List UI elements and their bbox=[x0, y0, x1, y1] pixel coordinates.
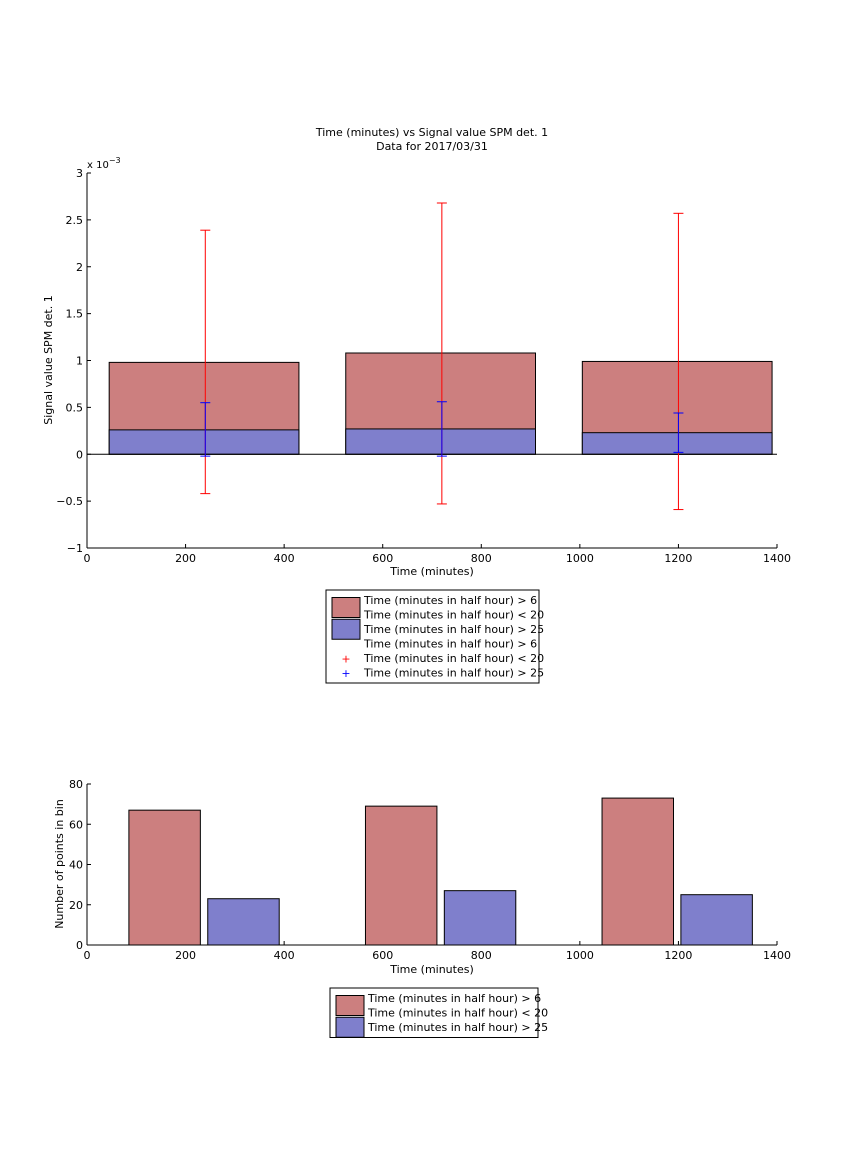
legend-swatch bbox=[331, 618, 361, 640]
signal-plot-area: 0 200 400 600 800 1000 1200 1400 −1 −0.5 0 0.5 1 1.5 2… bbox=[56, 167, 791, 565]
x-tick-label: 800 bbox=[471, 552, 492, 565]
bar bbox=[207, 898, 280, 946]
legend-label: Time (minutes in half hour) < 20 bbox=[363, 652, 544, 665]
x-tick-label: 1400 bbox=[763, 949, 791, 962]
bar bbox=[364, 805, 438, 946]
x-tick-label: 1400 bbox=[763, 552, 791, 565]
x-tick-label: 0 bbox=[84, 552, 91, 565]
legend-label: Time (minutes in half hour) > 6 bbox=[363, 638, 537, 651]
y-tick-label: 20 bbox=[69, 899, 83, 912]
x-tick-label: 1000 bbox=[566, 552, 594, 565]
y-tick-label: 1.5 bbox=[66, 308, 84, 321]
chart-subtitle: Data for 2017/03/31 bbox=[376, 140, 488, 153]
signal-chart: Time (minutes) vs Signal value SPM det. … bbox=[42, 126, 791, 684]
y-tick-label: 3 bbox=[76, 167, 83, 180]
x-tick-label: 1200 bbox=[664, 552, 692, 565]
legend-label: Time (minutes in half hour) > 6 bbox=[363, 594, 537, 607]
x-tick-label: 0 bbox=[84, 949, 91, 962]
bar bbox=[128, 809, 201, 946]
legend-label: Time (minutes in half hour) > 6 bbox=[367, 992, 541, 1005]
x-axis-label: Time (minutes) bbox=[389, 963, 474, 976]
y-tick-label: −0.5 bbox=[56, 495, 83, 508]
legend-swatch bbox=[335, 995, 365, 1016]
y-tick-label: 0.5 bbox=[66, 401, 84, 414]
legend-label: Time (minutes in half hour) > 25 bbox=[363, 623, 544, 636]
legend-marker: + bbox=[341, 652, 350, 665]
x-tick-label: 200 bbox=[175, 949, 196, 962]
y-axis-label: Signal value SPM det. 1 bbox=[42, 295, 55, 425]
y-exponent-base: x 10 bbox=[87, 160, 109, 171]
y-axis-label: Number of points in bin bbox=[53, 799, 66, 929]
x-axis-label: Time (minutes) bbox=[389, 565, 474, 578]
bar bbox=[108, 429, 300, 455]
legend-box bbox=[329, 987, 539, 1038]
x-tick-label: 200 bbox=[175, 552, 196, 565]
y-tick-label: 80 bbox=[69, 778, 83, 791]
count-legend: Time (minutes in half hour) > 6 Time (min… bbox=[329, 987, 548, 1038]
legend-label: Time (minutes in half hour) < 20 bbox=[367, 1007, 548, 1020]
y-tick-label: 0 bbox=[76, 448, 83, 461]
legend-label: Time (minutes in half hour) > 25 bbox=[363, 667, 544, 680]
chart-title: Time (minutes) vs Signal value SPM det. … bbox=[315, 126, 548, 139]
y-tick-label: 1 bbox=[76, 355, 83, 368]
y-tick-label: −1 bbox=[67, 542, 83, 555]
bar bbox=[601, 797, 674, 946]
bar bbox=[581, 432, 773, 455]
bar bbox=[345, 428, 536, 455]
x-tick-label: 600 bbox=[372, 552, 393, 565]
x-tick-label: 1200 bbox=[664, 949, 692, 962]
x-tick-label: 800 bbox=[471, 949, 492, 962]
y-tick-label: 2 bbox=[76, 261, 83, 274]
x-tick-label: 600 bbox=[372, 949, 393, 962]
y-tick-label: 40 bbox=[69, 859, 83, 872]
x-tick-label: 1000 bbox=[566, 949, 594, 962]
y-exponent-power: −3 bbox=[109, 156, 121, 165]
y-tick-label: 0 bbox=[76, 939, 83, 952]
legend-marker: + bbox=[341, 667, 350, 680]
legend-swatch bbox=[335, 1016, 365, 1038]
y-tick-label: 60 bbox=[69, 818, 83, 831]
x-tick-label: 400 bbox=[274, 949, 295, 962]
legend-label: Time (minutes in half hour) < 20 bbox=[363, 609, 544, 622]
count-chart: 0 200 400 600 800 1000 1200 1400 0 20 40 60 80 Time … bbox=[53, 778, 791, 1038]
legend-swatch bbox=[331, 597, 361, 618]
bar bbox=[680, 894, 753, 946]
y-exponent-label: x 10−3 bbox=[87, 156, 121, 171]
y-tick-label: 2.5 bbox=[66, 214, 84, 227]
x-tick-label: 400 bbox=[274, 552, 295, 565]
bar bbox=[443, 890, 517, 946]
count-plot-area: 0 200 400 600 800 1000 1200 1400 0 20 40 60 80 bbox=[69, 778, 791, 962]
legend-label: Time (minutes in half hour) > 25 bbox=[367, 1021, 548, 1034]
legend-box bbox=[325, 589, 540, 684]
